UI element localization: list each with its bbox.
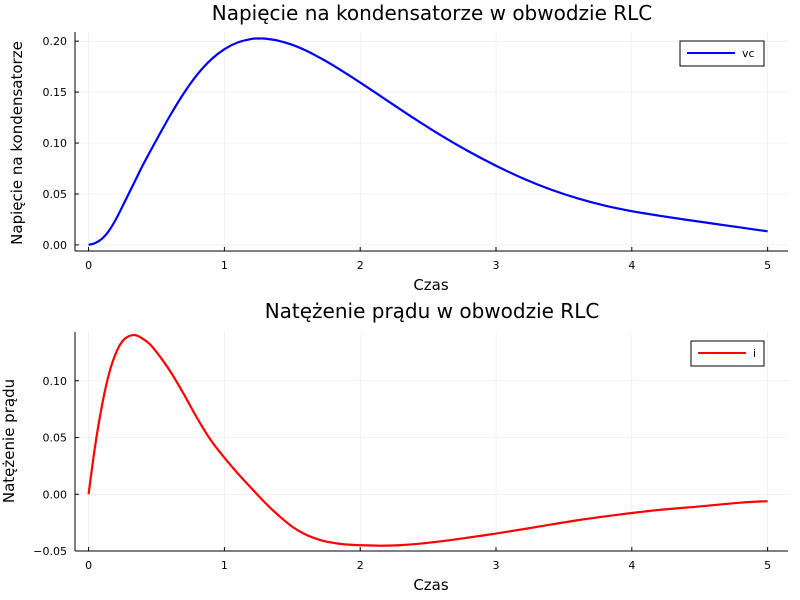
voltage-x-axis-label: Czas: [413, 276, 449, 294]
current-y-tick-label: −0.05: [33, 545, 67, 558]
voltage-legend-label: vc: [742, 47, 755, 60]
voltage-chart-panel: Napięcie na kondensatorze w obwodzie RLC…: [8, 1, 788, 294]
current-x-tick-label: 0: [85, 559, 92, 572]
current-chart-panel: Natężenie prądu w obwodzie RLC Czas Natę…: [0, 299, 788, 594]
voltage-ticks: 0 1 2 3 4 5 0.00 0.05 0.10 0.15 0.20: [43, 35, 772, 272]
voltage-x-tick-label: 5: [764, 259, 771, 272]
voltage-x-tick-label: 4: [628, 259, 635, 272]
voltage-y-tick-label: 0.10: [43, 137, 68, 150]
voltage-chart-title: Napięcie na kondensatorze w obwodzie RLC: [212, 1, 653, 25]
current-x-tick-label: 3: [493, 559, 500, 572]
voltage-x-tick-label: 0: [85, 259, 92, 272]
current-y-axis-label: Natężenie prądu: [0, 379, 18, 503]
voltage-x-tick-label: 3: [493, 259, 500, 272]
current-legend-label: i: [753, 347, 756, 360]
current-legend: i: [690, 340, 765, 367]
voltage-y-tick-label: 0.20: [43, 35, 68, 48]
voltage-grid: [75, 32, 788, 251]
voltage-legend: vc: [679, 40, 765, 67]
voltage-y-tick-label: 0.05: [43, 188, 68, 201]
current-x-tick-label: 1: [221, 559, 228, 572]
current-x-tick-label: 5: [764, 559, 771, 572]
current-x-tick-label: 4: [628, 559, 635, 572]
voltage-x-tick-label: 2: [357, 259, 364, 272]
current-y-tick-label: 0.05: [43, 432, 68, 445]
voltage-series: [88, 37, 768, 246]
current-series-line-i: [87, 333, 768, 547]
voltage-x-tick-label: 1: [221, 259, 228, 272]
voltage-y-tick-label: 0.00: [43, 239, 68, 252]
current-x-tick-label: 2: [357, 559, 364, 572]
voltage-y-tick-label: 0.15: [43, 86, 68, 99]
current-y-tick-label: 0.10: [43, 375, 68, 388]
current-ticks: 0 1 2 3 4 5 −0.05 0.00 0.05 0.10: [33, 375, 771, 572]
voltage-series-line-vc: [88, 37, 768, 246]
voltage-y-axis-label: Napięcie na kondensatorze: [8, 41, 26, 245]
current-x-axis-label: Czas: [413, 576, 449, 594]
current-y-tick-label: 0.00: [43, 488, 68, 501]
current-series: [87, 333, 768, 547]
current-chart-title: Natężenie prądu w obwodzie RLC: [265, 299, 600, 323]
